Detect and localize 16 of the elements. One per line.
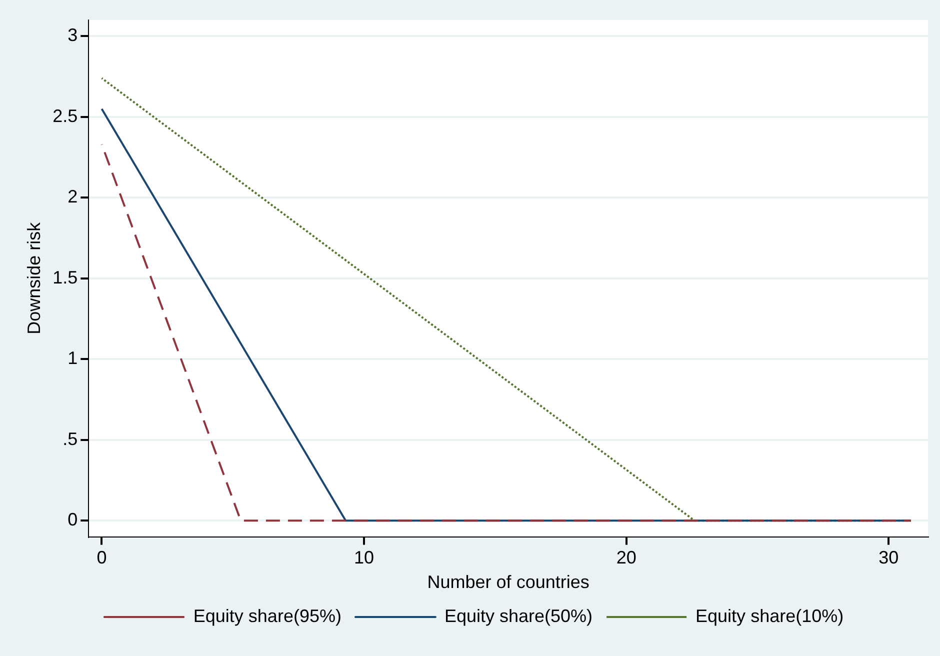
y-tick-label: 0: [68, 510, 78, 530]
x-tick-label: 20: [616, 548, 636, 568]
y-tick-label: 1: [68, 348, 78, 368]
x-tick-label: 30: [878, 548, 899, 568]
x-tick-label: 0: [96, 548, 107, 568]
y-tick-label: .5: [62, 428, 78, 449]
legend-label: Equity share(95%): [193, 606, 342, 626]
y-tick-label: 2: [68, 186, 78, 207]
y-tick-label: 3: [68, 25, 78, 46]
y-axis-title: Downside risk: [24, 221, 44, 334]
x-axis-title: Number of countries: [427, 572, 590, 592]
x-tick-label: 10: [354, 548, 374, 568]
legend-label: Equity share(50%): [444, 606, 593, 626]
y-tick-label: 2.5: [52, 106, 78, 126]
y-tick-label: 1.5: [52, 267, 78, 288]
legend-label: Equity share(10%): [696, 606, 844, 626]
